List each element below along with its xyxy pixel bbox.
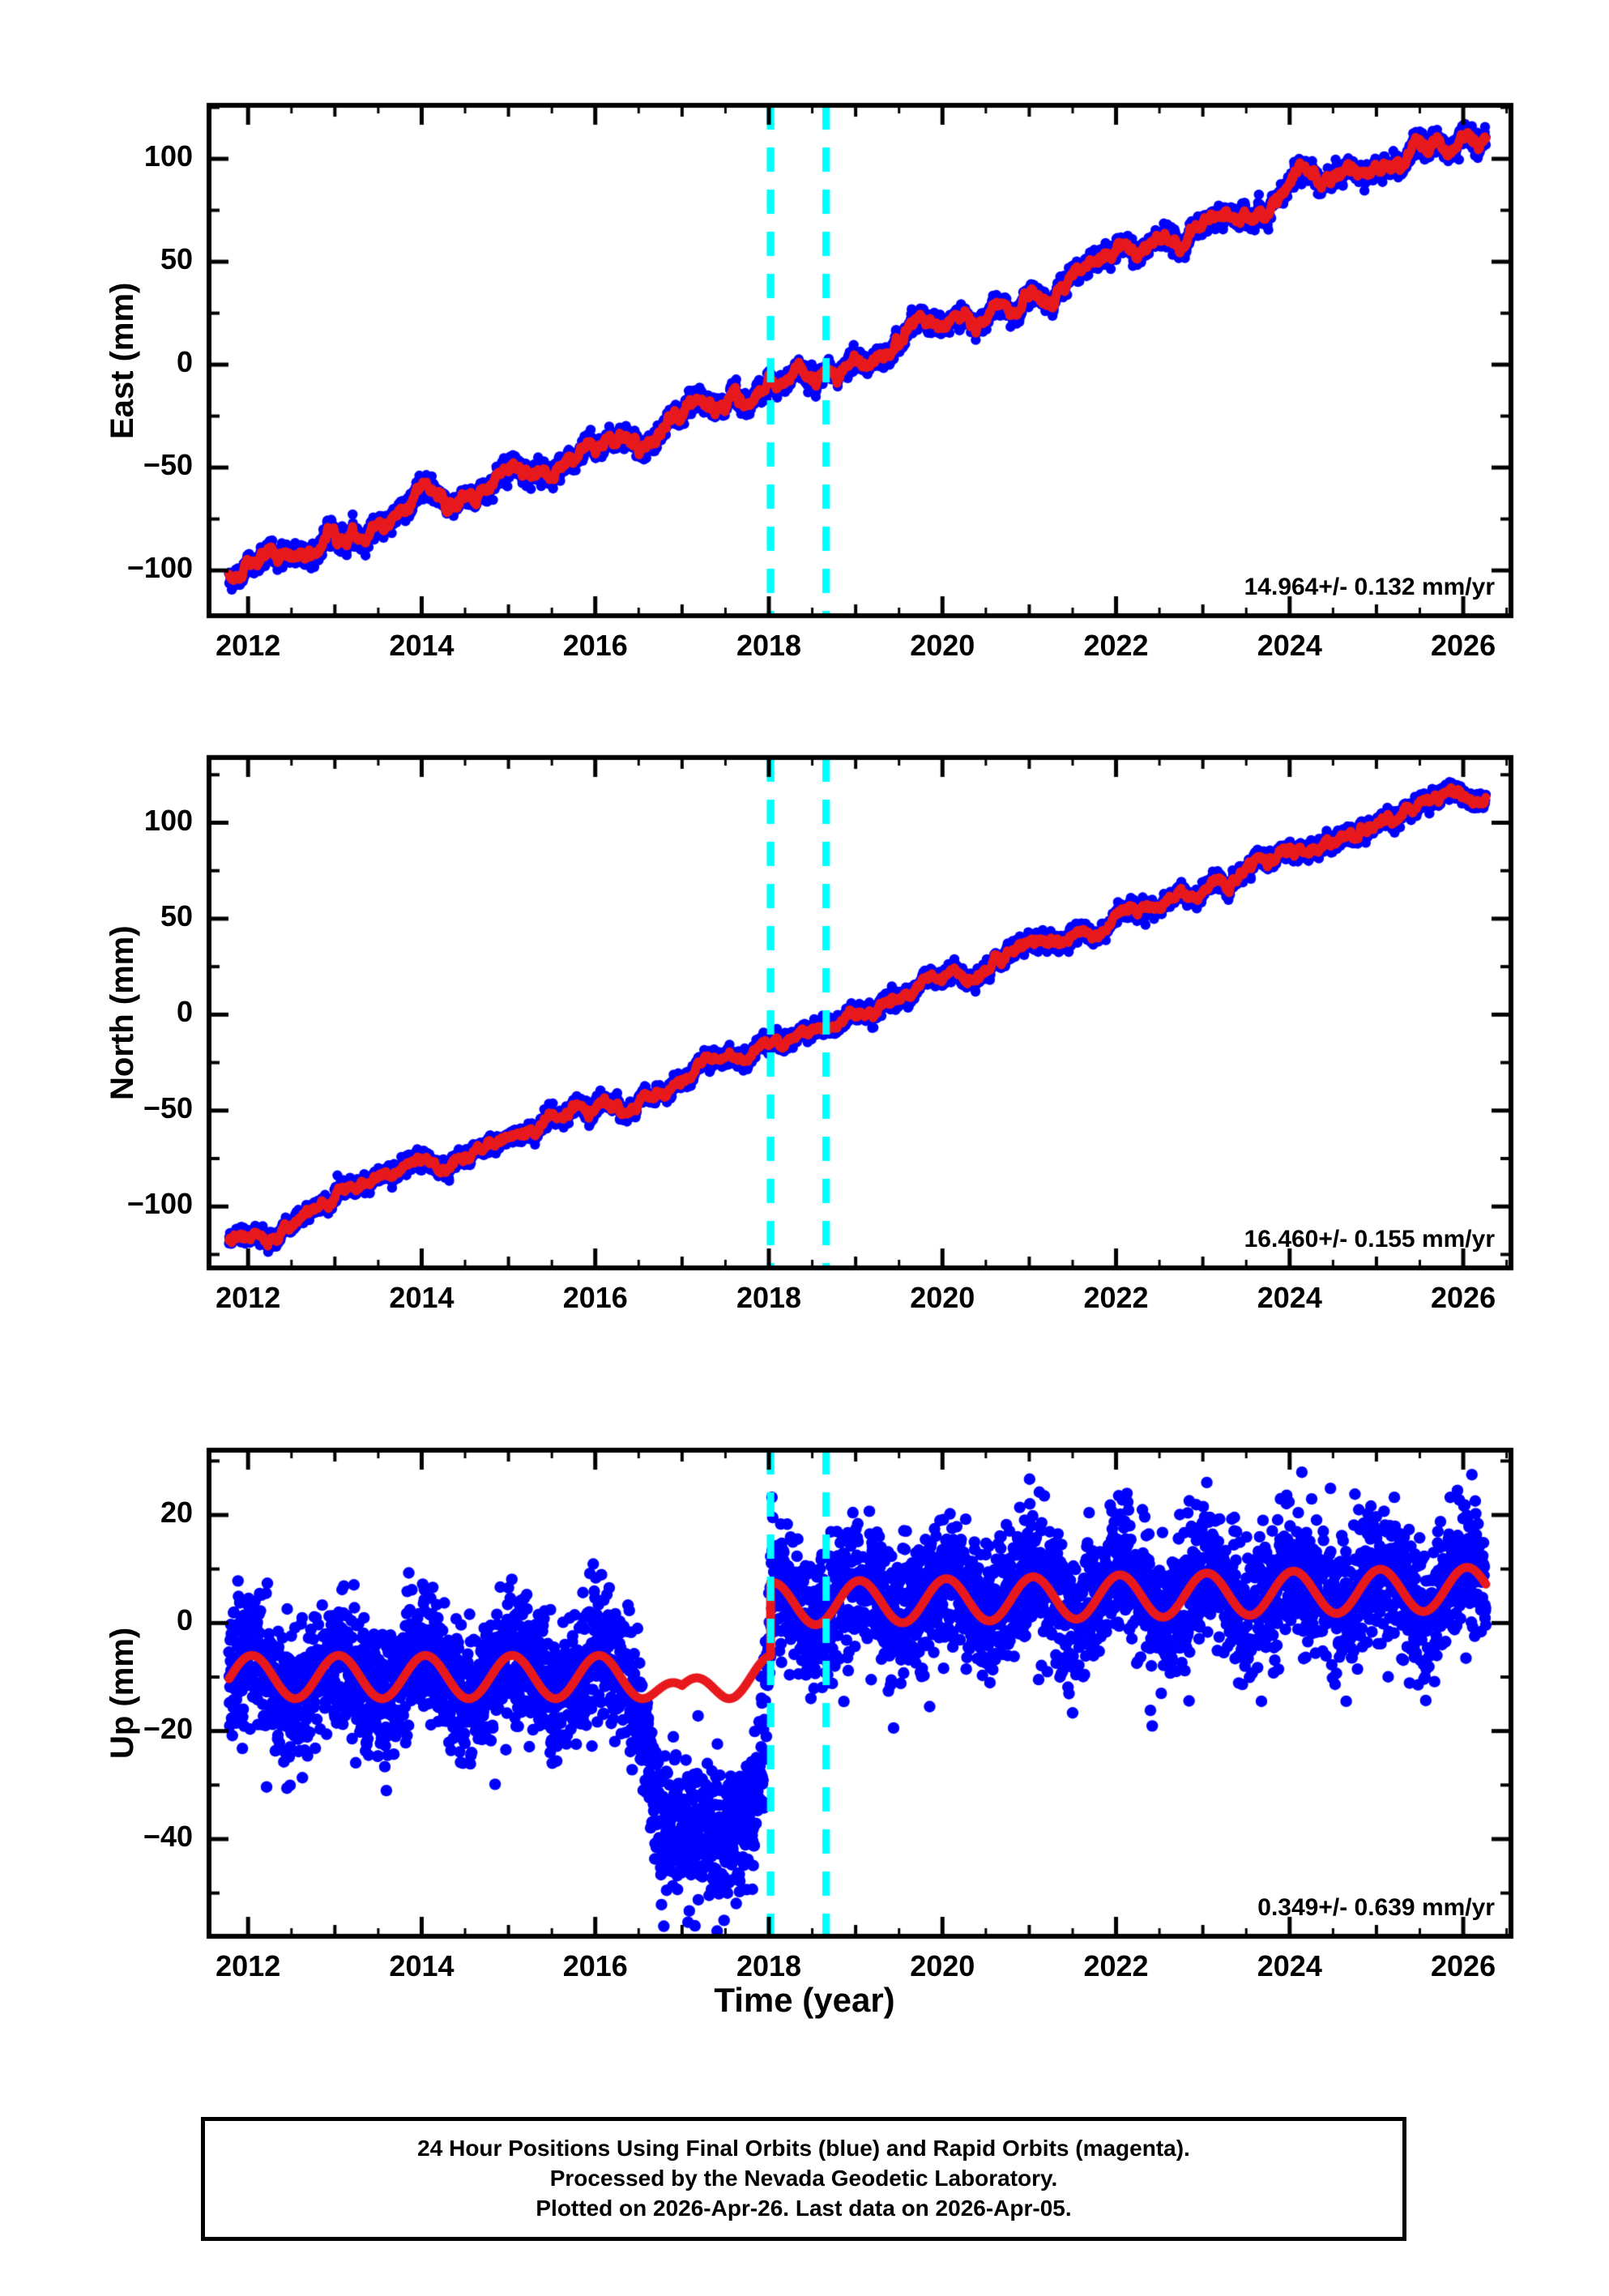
up-xtick-2022: 2022 [1083, 1949, 1149, 1982]
up-xtick-2020: 2020 [910, 1949, 975, 1982]
up-xtick-2024: 2024 [1257, 1949, 1322, 1982]
caption-line-2: Processed by the Nevada Geodetic Laborat… [549, 2166, 1058, 2191]
east-ytick-0: 0 [176, 345, 193, 379]
north-xtick-2016: 2016 [562, 1281, 628, 1314]
north-xtick-2012: 2012 [216, 1281, 281, 1314]
up-xtick-2014: 2014 [389, 1949, 455, 1982]
east-xtick-2012: 2012 [216, 629, 281, 662]
north-xtick-2014: 2014 [389, 1281, 455, 1314]
east-xtick-2018: 2018 [736, 629, 802, 662]
east-ytick--50: −50 [143, 448, 193, 482]
east-ytick-100: 100 [143, 139, 193, 173]
east-xtick-2024: 2024 [1257, 629, 1322, 662]
east-xtick-2014: 2014 [389, 629, 455, 662]
north-xtick-2022: 2022 [1083, 1281, 1149, 1314]
north-ytick-0: 0 [176, 995, 193, 1029]
east-rate-annotation: 14.964+/- 0.132 mm/yr [1244, 574, 1495, 600]
up-xtick-2012: 2012 [216, 1949, 281, 1982]
up-rate-annotation: 0.349+/- 0.639 mm/yr [1257, 1894, 1495, 1921]
caption-line-1: 24 Hour Positions Using Final Orbits (bl… [417, 2136, 1190, 2162]
east-xtick-2020: 2020 [910, 629, 975, 662]
east-xtick-2026: 2026 [1431, 629, 1496, 662]
north-ytick--100: −100 [126, 1187, 193, 1221]
up-ytick-20: 20 [160, 1496, 193, 1529]
north-ytick--50: −50 [143, 1090, 193, 1125]
north-xtick-2020: 2020 [910, 1281, 975, 1314]
east-ytick--100: −100 [126, 551, 193, 585]
up-xtick-2026: 2026 [1431, 1949, 1496, 1982]
up-ytick--40: −40 [143, 1820, 193, 1853]
caption-box: 24 Hour Positions Using Final Orbits (bl… [201, 2117, 1406, 2241]
north-xtick-2024: 2024 [1257, 1281, 1322, 1314]
north-xtick-2026: 2026 [1431, 1281, 1496, 1314]
up-xtick-2016: 2016 [562, 1949, 628, 1982]
north-xtick-2018: 2018 [736, 1281, 802, 1314]
north-ytick-100: 100 [143, 803, 193, 837]
east-ytick-50: 50 [160, 242, 193, 276]
x-axis-label: Time (year) [714, 1981, 895, 2019]
up-ytick-0: 0 [176, 1603, 193, 1637]
north-ytick-50: 50 [160, 898, 193, 932]
east-xtick-2016: 2016 [562, 629, 628, 662]
caption-line-3: Plotted on 2026-Apr-26. Last data on 202… [536, 2195, 1072, 2221]
up-xtick-2018: 2018 [736, 1949, 802, 1982]
east-xtick-2022: 2022 [1083, 629, 1149, 662]
north-rate-annotation: 16.460+/- 0.155 mm/yr [1244, 1226, 1495, 1253]
up-ytick--20: −20 [143, 1711, 193, 1745]
